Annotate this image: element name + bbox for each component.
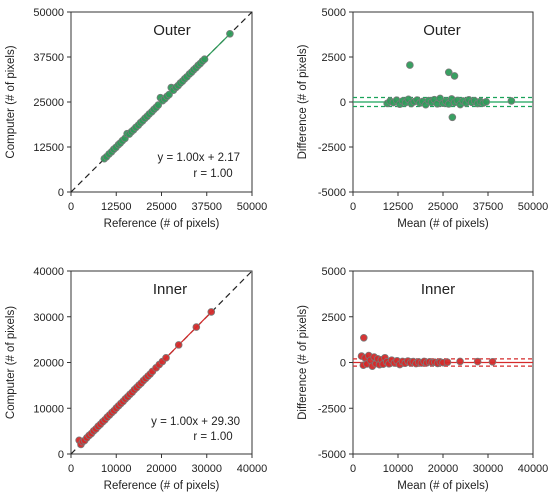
x-tick-label: 20000	[146, 463, 177, 475]
data-point	[444, 68, 453, 77]
y-tick-label: 10000	[33, 403, 64, 415]
data-point	[174, 341, 183, 349]
x-tick-label: 50000	[237, 201, 268, 213]
x-tick-label: 37500	[473, 201, 504, 213]
fit-equation: y = 1.00x + 2.17	[158, 152, 240, 164]
panel-inner-agreement: 0 10000 20000 30000 40000 0 10000 20000 30000 400…	[5, 266, 267, 492]
x-tick-label: 30000	[191, 463, 222, 475]
y-tick-label: 40000	[33, 266, 64, 278]
x-axis-label: Mean (# of pixels)	[397, 480, 489, 492]
y-axis-label: Difference (# of pixels)	[297, 305, 309, 420]
x-axis-label: Mean (# of pixels)	[397, 218, 489, 230]
x-tick-label: 0	[68, 201, 74, 213]
y-tick-label: 2500	[322, 312, 346, 324]
data-point	[406, 61, 414, 69]
panel-title: Outer	[153, 22, 191, 39]
y-tick-label: 25000	[33, 97, 64, 109]
y-tick-label: 5000	[322, 7, 346, 19]
data-point	[488, 357, 497, 366]
y-tick-label: 2500	[322, 52, 346, 64]
x-tick-label: 50000	[518, 201, 549, 213]
y-tick-label: -5000	[318, 449, 346, 461]
y-tick-label: -5000	[318, 187, 346, 199]
y-tick-label: 0	[58, 449, 64, 461]
data-point	[448, 113, 457, 122]
x-tick-label: 10000	[383, 463, 414, 475]
y-axis-label: Difference (# of pixels)	[297, 44, 309, 159]
x-tick-label: 25000	[146, 201, 177, 213]
fit-equation: y = 1.00x + 29.30	[151, 416, 240, 428]
data-point	[443, 358, 452, 366]
data-point	[507, 97, 516, 105]
y-tick-label: 0	[340, 358, 346, 370]
x-tick-label: 10000	[101, 463, 132, 475]
panel-title: Outer	[423, 22, 461, 39]
data-point	[359, 333, 368, 342]
x-tick-label: 30000	[473, 463, 504, 475]
x-axis-label: Reference (# of pixels)	[104, 480, 220, 492]
y-tick-label: 37500	[33, 52, 64, 64]
y-tick-label: 30000	[33, 312, 64, 324]
x-tick-label: 12500	[101, 201, 132, 213]
y-tick-label: 12500	[33, 142, 64, 154]
y-tick-label: 50000	[33, 7, 64, 19]
x-tick-label: 37500	[191, 201, 222, 213]
y-axis-label: Computer (# of pixels)	[5, 45, 17, 158]
correlation-coefficient: r = 1.00	[193, 431, 232, 443]
y-tick-label: -2500	[318, 403, 346, 415]
data-point	[192, 323, 201, 331]
x-tick-label: 25000	[428, 201, 459, 213]
panel-outer-agreement: 0 12500 25000 37500 50000 0 12500 25000 37500 500…	[5, 7, 267, 230]
x-tick-label: 0	[350, 201, 356, 213]
panel-inner-difference: 0 10000 20000 30000 40000 -5000 -2500 0 2500 5000…	[297, 266, 548, 492]
x-tick-label: 40000	[237, 463, 268, 475]
panel-outer-difference: 0 12500 25000 37500 50000 -5000 -2500 0 2500 5000…	[297, 7, 548, 230]
data-point	[226, 29, 234, 38]
x-tick-label: 12500	[383, 201, 414, 213]
x-tick-label: 0	[350, 463, 356, 475]
y-tick-label: -2500	[318, 142, 346, 154]
panel-title: Inner	[421, 281, 455, 298]
y-tick-label: 0	[58, 187, 64, 199]
data-point	[450, 72, 459, 80]
y-tick-label: 0	[340, 97, 346, 109]
x-axis-label: Reference (# of pixels)	[104, 218, 220, 230]
x-tick-label: 0	[68, 463, 74, 475]
y-tick-label: 20000	[33, 358, 64, 370]
x-tick-label: 20000	[428, 463, 459, 475]
y-tick-label: 5000	[322, 266, 346, 278]
data-point	[207, 308, 216, 316]
x-tick-label: 40000	[518, 463, 549, 475]
data-point	[162, 354, 170, 362]
data-point	[482, 98, 491, 106]
data-point	[200, 55, 209, 64]
data-point	[456, 357, 464, 366]
correlation-coefficient: r = 1.00	[193, 168, 232, 180]
panel-title: Inner	[153, 281, 187, 298]
data-point	[473, 357, 482, 366]
y-axis-label: Computer (# of pixels)	[5, 306, 17, 419]
